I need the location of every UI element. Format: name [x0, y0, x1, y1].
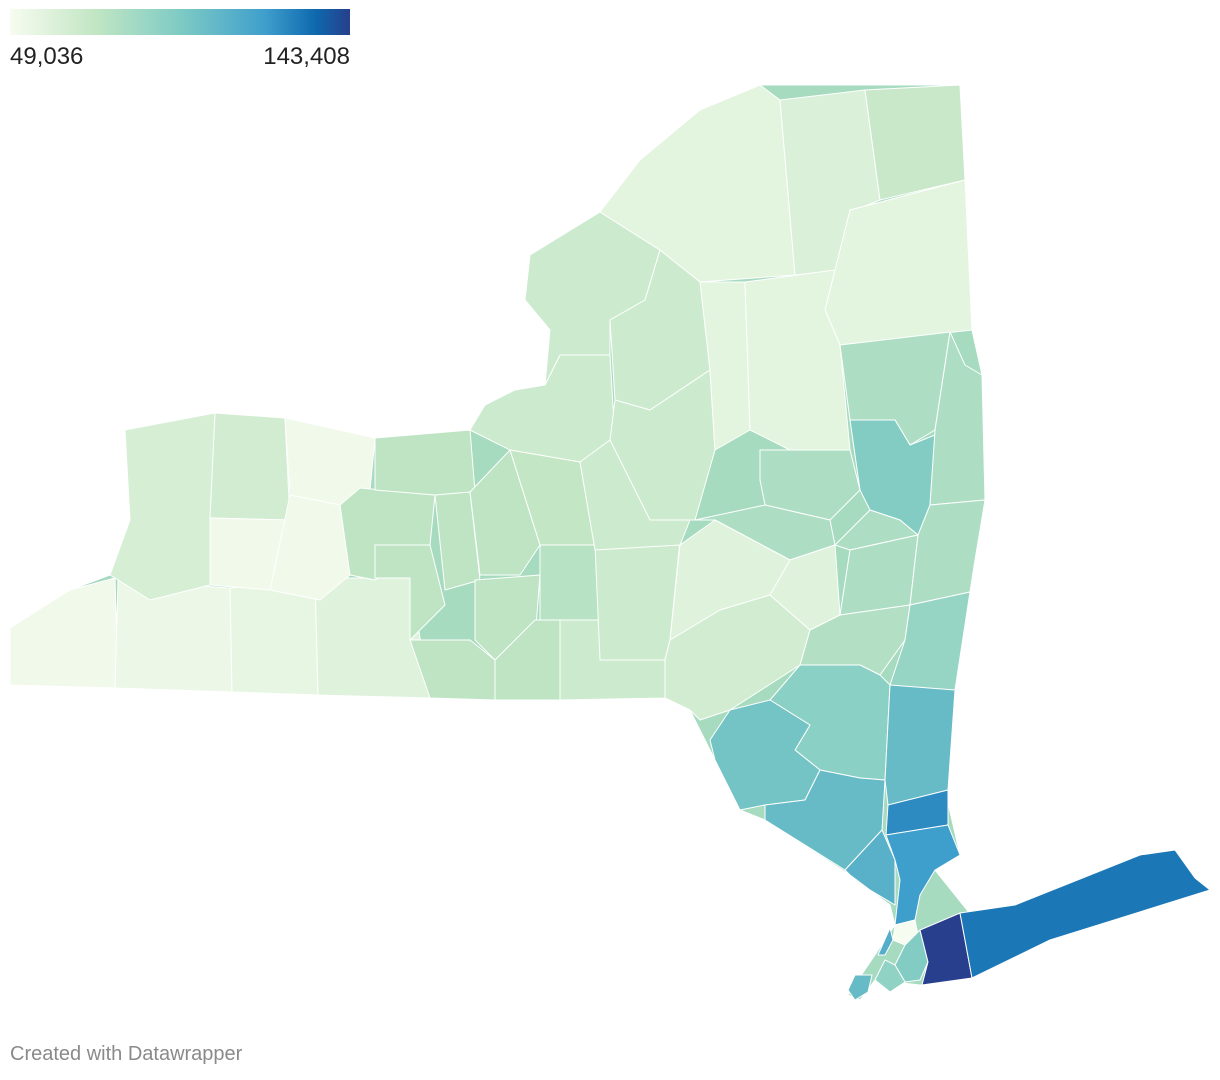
region-north-country-3	[864, 84, 966, 201]
region-mid-hudson-2	[764, 769, 886, 871]
legend-min-label: 49,036	[10, 43, 84, 70]
region-north-country-6	[744, 269, 851, 451]
region-finger-lakes-2	[374, 429, 476, 496]
color-legend: 49,036 143,408	[10, 9, 350, 73]
region-suffolk	[959, 849, 1211, 979]
region-staten-island	[847, 974, 873, 1001]
region-central-ny-5	[594, 539, 681, 661]
region-west-ny-1	[9, 577, 119, 689]
legend-max-label: 143,408	[263, 43, 350, 70]
region-capital-6	[834, 509, 919, 551]
region-central-ny-9	[609, 369, 716, 521]
region-west-ny-5	[109, 412, 216, 601]
region-west-ny-6	[209, 412, 291, 521]
region-west-ny-2	[114, 579, 233, 693]
region-north-country-5	[699, 281, 751, 451]
region-west-ny-9	[269, 494, 351, 601]
region-mid-hudson-1	[884, 684, 956, 806]
legend-gradient-bar	[10, 9, 350, 35]
region-central-ny-6	[579, 439, 691, 551]
region-westchester	[885, 824, 961, 926]
region-manhattan	[877, 927, 894, 956]
region-brooklyn	[874, 959, 906, 993]
region-finger-lakes-6	[469, 449, 541, 576]
region-central-ny-3	[539, 544, 601, 621]
datawrapper-credit: Created with Datawrapper	[10, 1043, 243, 1065]
region-nassau	[919, 912, 973, 986]
region-rockland	[844, 829, 896, 906]
